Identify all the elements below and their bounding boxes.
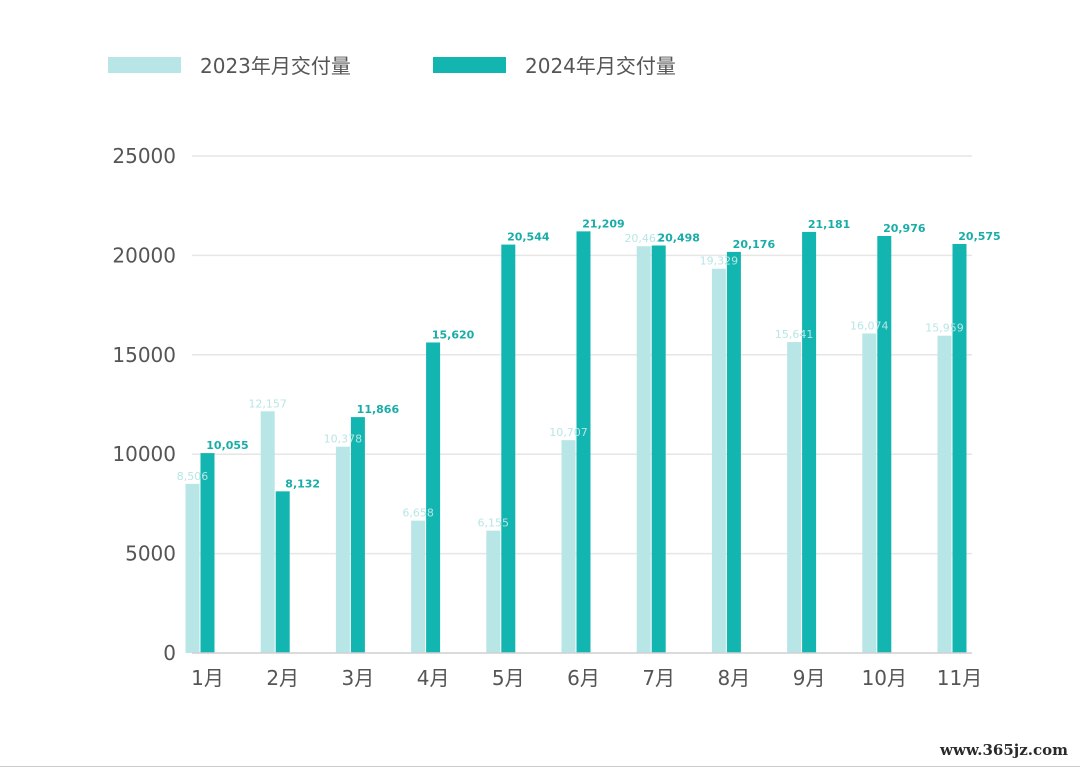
data-label-2024: 11,866 bbox=[357, 403, 400, 416]
bar-2024 bbox=[651, 245, 666, 653]
data-label-2024: 20,575 bbox=[958, 230, 1000, 243]
bar-2023 bbox=[937, 335, 952, 653]
legend-swatch-1 bbox=[108, 57, 181, 73]
data-label-2023: 15,641 bbox=[775, 328, 814, 341]
bar-2023 bbox=[711, 268, 726, 653]
y-tick-label: 25000 bbox=[112, 144, 176, 168]
x-tick-label: 9月 bbox=[793, 666, 826, 690]
bar-2023 bbox=[787, 342, 802, 653]
bar-2024 bbox=[426, 342, 441, 653]
bar-2024 bbox=[877, 235, 892, 653]
data-label-2023: 6,658 bbox=[402, 507, 434, 520]
data-label-2023: 10,707 bbox=[549, 426, 588, 439]
y-tick-label: 0 bbox=[163, 641, 176, 665]
legend-swatch-2 bbox=[433, 57, 506, 73]
data-label-2024: 21,209 bbox=[582, 217, 624, 230]
x-tick-label: 8月 bbox=[718, 666, 751, 690]
bar-2024 bbox=[726, 251, 741, 653]
data-label-2023: 6,155 bbox=[478, 517, 510, 530]
y-tick-label: 10000 bbox=[112, 442, 176, 466]
data-label-2023: 10,378 bbox=[324, 433, 363, 446]
data-label-2024: 20,176 bbox=[733, 238, 776, 251]
bar-2024 bbox=[501, 244, 516, 654]
data-label-2024: 15,620 bbox=[432, 328, 475, 341]
legend-label-1: 2023年月交付量 bbox=[200, 54, 351, 78]
data-label-2023: 16,074 bbox=[850, 319, 889, 332]
bar-2023 bbox=[260, 411, 275, 653]
data-label-2024: 8,132 bbox=[285, 477, 320, 490]
y-tick-label: 5000 bbox=[125, 542, 176, 566]
bar-2024 bbox=[275, 491, 290, 653]
bar-2023 bbox=[636, 246, 651, 653]
bar-2023 bbox=[561, 440, 576, 653]
x-tick-label: 4月 bbox=[417, 666, 450, 690]
data-label-2024: 21,181 bbox=[808, 218, 850, 231]
y-tick-label: 15000 bbox=[112, 343, 176, 367]
x-tick-label: 11月 bbox=[937, 666, 982, 690]
data-label-2024: 20,498 bbox=[657, 231, 699, 244]
x-tick-label: 5月 bbox=[492, 666, 525, 690]
bar-2024 bbox=[802, 231, 817, 653]
bar-2023 bbox=[185, 483, 200, 653]
x-tick-label: 2月 bbox=[266, 666, 299, 690]
x-tick-label: 3月 bbox=[342, 666, 375, 690]
bar-2023 bbox=[411, 520, 426, 653]
data-label-2024: 20,544 bbox=[507, 231, 550, 244]
bar-2024 bbox=[350, 417, 365, 653]
bar-2024 bbox=[200, 453, 215, 653]
data-label-2023: 8,506 bbox=[177, 470, 209, 483]
bar-2023 bbox=[335, 446, 350, 653]
data-label-2023: 12,157 bbox=[248, 397, 287, 410]
data-label-2023: 20,462 bbox=[624, 232, 663, 245]
bar-2024 bbox=[952, 243, 967, 653]
y-tick-label: 20000 bbox=[112, 243, 176, 267]
watermark: www.365jz.com bbox=[940, 741, 1068, 759]
bar-2024 bbox=[576, 231, 591, 653]
bar-2023 bbox=[862, 333, 877, 653]
bar-2023 bbox=[486, 530, 501, 653]
x-tick-label: 7月 bbox=[642, 666, 675, 690]
data-label-2024: 10,055 bbox=[206, 439, 248, 452]
data-label-2024: 20,976 bbox=[883, 222, 926, 235]
data-label-2023: 15,959 bbox=[925, 322, 964, 335]
data-label-2023: 19,329 bbox=[700, 255, 739, 268]
x-tick-label: 10月 bbox=[862, 666, 907, 690]
legend-label-2: 2024年月交付量 bbox=[525, 54, 676, 78]
x-tick-label: 6月 bbox=[567, 666, 600, 690]
x-tick-label: 1月 bbox=[191, 666, 224, 690]
